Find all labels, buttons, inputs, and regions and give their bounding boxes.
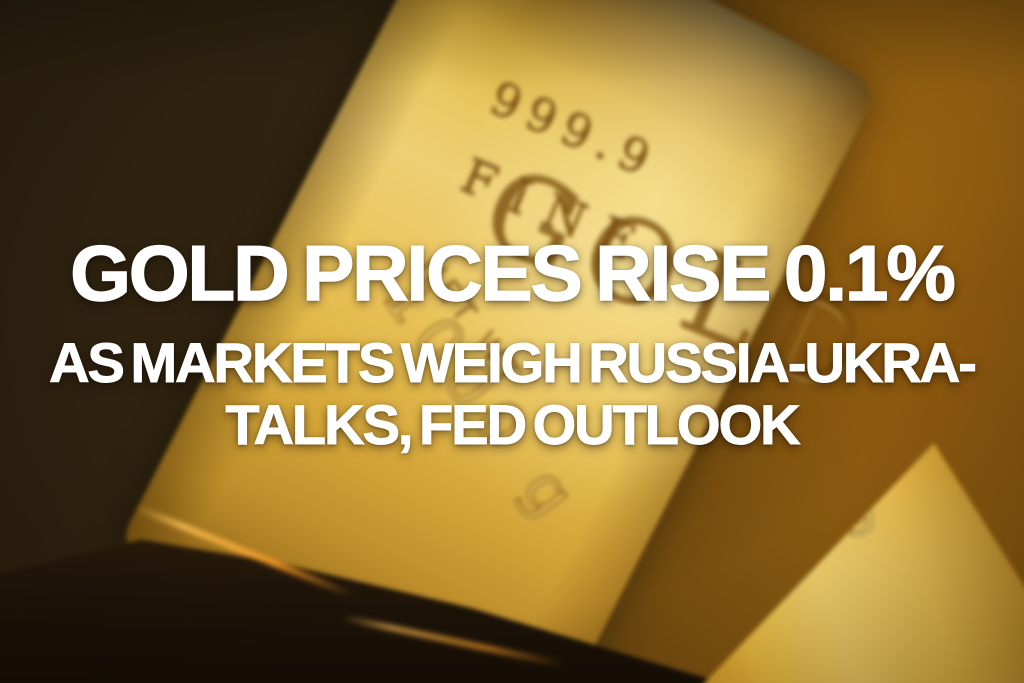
headline-title: GOLD PRICES RISE 0.1% [69, 229, 956, 317]
headline-subtitle-line1: AS MARKETS WEIGH RUSSIA-UKRA- [49, 331, 978, 394]
headline-subtitle-line2: TALKS, FED OUTLOOK [225, 393, 801, 456]
headline-block: GOLD PRICES RISE 0.1% AS MARKETS WEIGH R… [0, 229, 1024, 456]
